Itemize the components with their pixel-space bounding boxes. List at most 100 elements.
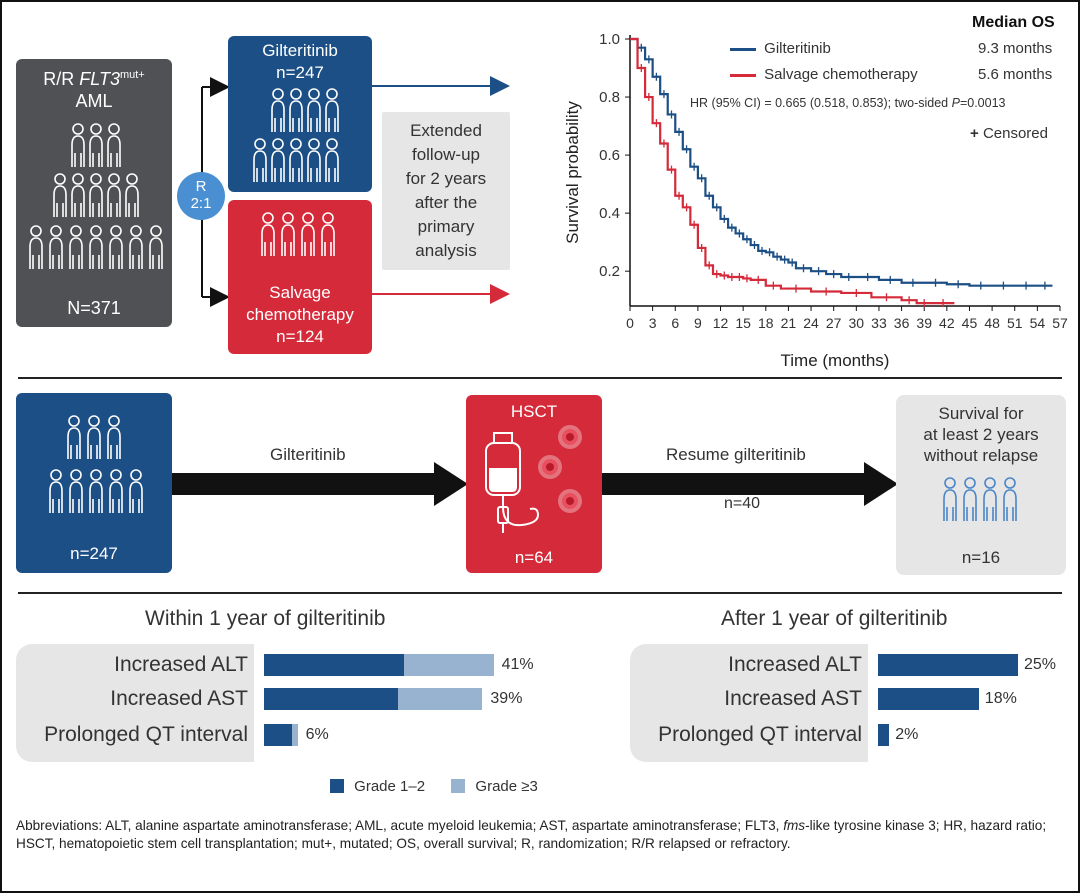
censor-mark bbox=[638, 64, 645, 73]
hsct-box: HSCT n=64 bbox=[466, 395, 602, 573]
arm-arrows bbox=[372, 76, 510, 304]
survival-box: Survival for at least 2 years without re… bbox=[896, 395, 1066, 575]
chemotherapy-arm-n: n=124 bbox=[276, 327, 324, 346]
chemotherapy-arm-label-1: Salvage bbox=[269, 283, 331, 302]
censor-mark bbox=[792, 284, 799, 293]
x-tick-label: 57 bbox=[1052, 315, 1068, 331]
censor-mark bbox=[755, 275, 762, 284]
gilteritinib-arrow-label: Gilteritinib bbox=[270, 445, 346, 464]
ae-bar-grade-1-2 bbox=[264, 654, 404, 676]
km-curve-chemotherapy bbox=[630, 37, 955, 305]
resume-gilteritinib-label: Resume gilteritinib bbox=[666, 445, 806, 464]
x-tick-label: 45 bbox=[962, 315, 978, 331]
hazard-ratio-text: HR (95% CI) = 0.665 (0.518, 0.853); two-… bbox=[690, 96, 1006, 110]
population-title: R/R FLT3mut+ bbox=[43, 69, 145, 89]
x-tick-label: 21 bbox=[781, 315, 797, 331]
censor-mark bbox=[736, 272, 743, 281]
censor-mark bbox=[815, 267, 822, 276]
censor-mark bbox=[706, 261, 713, 270]
censor-mark bbox=[1041, 281, 1048, 290]
resume-gilteritinib-n: n=40 bbox=[724, 495, 761, 512]
population-box: R/R FLT3mut+ AML N=371 bbox=[16, 59, 172, 327]
y-tick-label: 0.6 bbox=[599, 147, 620, 164]
x-tick-label: 33 bbox=[871, 315, 887, 331]
censor-mark bbox=[743, 235, 750, 244]
chemotherapy-arm-label-2: chemotherapy bbox=[246, 305, 354, 324]
ae-row-label: Prolonged QT interval bbox=[44, 723, 248, 746]
ae-panel-1-title: Within 1 year of gilteritinib bbox=[145, 607, 386, 630]
censor-mark bbox=[774, 252, 781, 261]
chemotherapy-arm-box: Salvage chemotherapy n=124 bbox=[228, 200, 372, 354]
x-tick-label: 27 bbox=[826, 315, 842, 331]
censor-mark bbox=[683, 145, 690, 154]
censor-mark bbox=[770, 281, 777, 290]
x-tick-label: 48 bbox=[984, 315, 1000, 331]
hsct-n: n=64 bbox=[514, 548, 554, 567]
censor-mark bbox=[676, 127, 683, 136]
censor-mark bbox=[706, 191, 713, 200]
censor-mark bbox=[845, 272, 852, 281]
y-tick-label: 0.2 bbox=[599, 263, 620, 280]
grade-legend: Grade 1–2 Grade ≥3 bbox=[330, 778, 538, 795]
censored-legend: + Censored bbox=[970, 125, 1048, 142]
censor-mark bbox=[864, 272, 871, 281]
population-n: N=371 bbox=[67, 298, 121, 318]
survival-n: n=16 bbox=[961, 548, 1001, 567]
x-tick-label: 9 bbox=[694, 315, 702, 331]
ae-row-label: Increased ALT bbox=[114, 653, 248, 676]
followup-line-6: analysis bbox=[415, 241, 477, 260]
censor-mark bbox=[906, 296, 913, 305]
censor-mark bbox=[683, 203, 690, 212]
followup-line-1: Extended bbox=[410, 121, 482, 140]
x-tick-label: 39 bbox=[916, 315, 932, 331]
censor-mark bbox=[743, 274, 750, 283]
ae-bar-grade-3 bbox=[404, 654, 494, 676]
survival-line-1: Survival for bbox=[938, 404, 1024, 423]
pathway-start-people-icon bbox=[49, 415, 143, 514]
x-tick-label: 0 bbox=[626, 315, 634, 331]
ae-row-percent: 18% bbox=[984, 690, 1017, 707]
censor-mark bbox=[853, 288, 860, 297]
censor-mark bbox=[645, 93, 652, 102]
x-tick-label: 36 bbox=[894, 315, 910, 331]
censor-mark bbox=[660, 139, 667, 148]
censor-mark bbox=[781, 255, 788, 264]
survival-people-icon bbox=[943, 477, 1017, 522]
censor-mark bbox=[736, 229, 743, 238]
legend-chemotherapy-value: 5.6 months bbox=[978, 66, 1053, 83]
ae-bar-grade-3 bbox=[398, 688, 483, 710]
gilteritinib-arm-label: Gilteritinib bbox=[262, 41, 338, 60]
ae-bar-grade-1-2 bbox=[878, 654, 1018, 676]
censor-mark bbox=[653, 119, 660, 128]
x-tick-label: 6 bbox=[671, 315, 679, 331]
censor-mark bbox=[691, 220, 698, 229]
legend-gilteritinib-value: 9.3 months bbox=[978, 40, 1053, 57]
survival-line-2: at least 2 years bbox=[923, 425, 1039, 444]
censor-mark bbox=[713, 203, 720, 212]
x-tick-label: 51 bbox=[1007, 315, 1023, 331]
ae-row-percent: 39% bbox=[490, 690, 523, 707]
censor-mark bbox=[668, 165, 675, 174]
censor-mark bbox=[759, 246, 766, 255]
censor-mark bbox=[977, 281, 984, 290]
gilteritinib-arm-people-icon bbox=[253, 88, 339, 183]
ae-bar-grade-1-2 bbox=[264, 724, 292, 746]
grade-1-2-swatch bbox=[330, 779, 344, 793]
ae-panel-1-bg bbox=[16, 644, 254, 762]
legend-gilteritinib: Gilteritinib 9.3 months bbox=[730, 40, 1066, 57]
censor-mark bbox=[676, 191, 683, 200]
grade-3-swatch bbox=[451, 779, 466, 793]
legend-gilteritinib-label: Gilteritinib bbox=[764, 40, 831, 57]
censor-mark bbox=[638, 43, 645, 52]
iv-bag-icon bbox=[485, 425, 582, 533]
ae-bar-grade-1-2 bbox=[264, 688, 399, 710]
population-title-aml: AML bbox=[75, 91, 113, 111]
ae-row-label: Prolonged QT interval bbox=[658, 723, 862, 746]
legend-chemotherapy-label: Salvage chemotherapy bbox=[764, 66, 918, 83]
x-tick-label: 42 bbox=[939, 315, 955, 331]
censor-mark bbox=[660, 90, 667, 99]
censor-mark bbox=[1000, 281, 1007, 290]
y-tick-label: 0.4 bbox=[599, 205, 620, 222]
ae-bar-grade-3 bbox=[292, 724, 298, 746]
x-tick-label: 15 bbox=[735, 315, 751, 331]
